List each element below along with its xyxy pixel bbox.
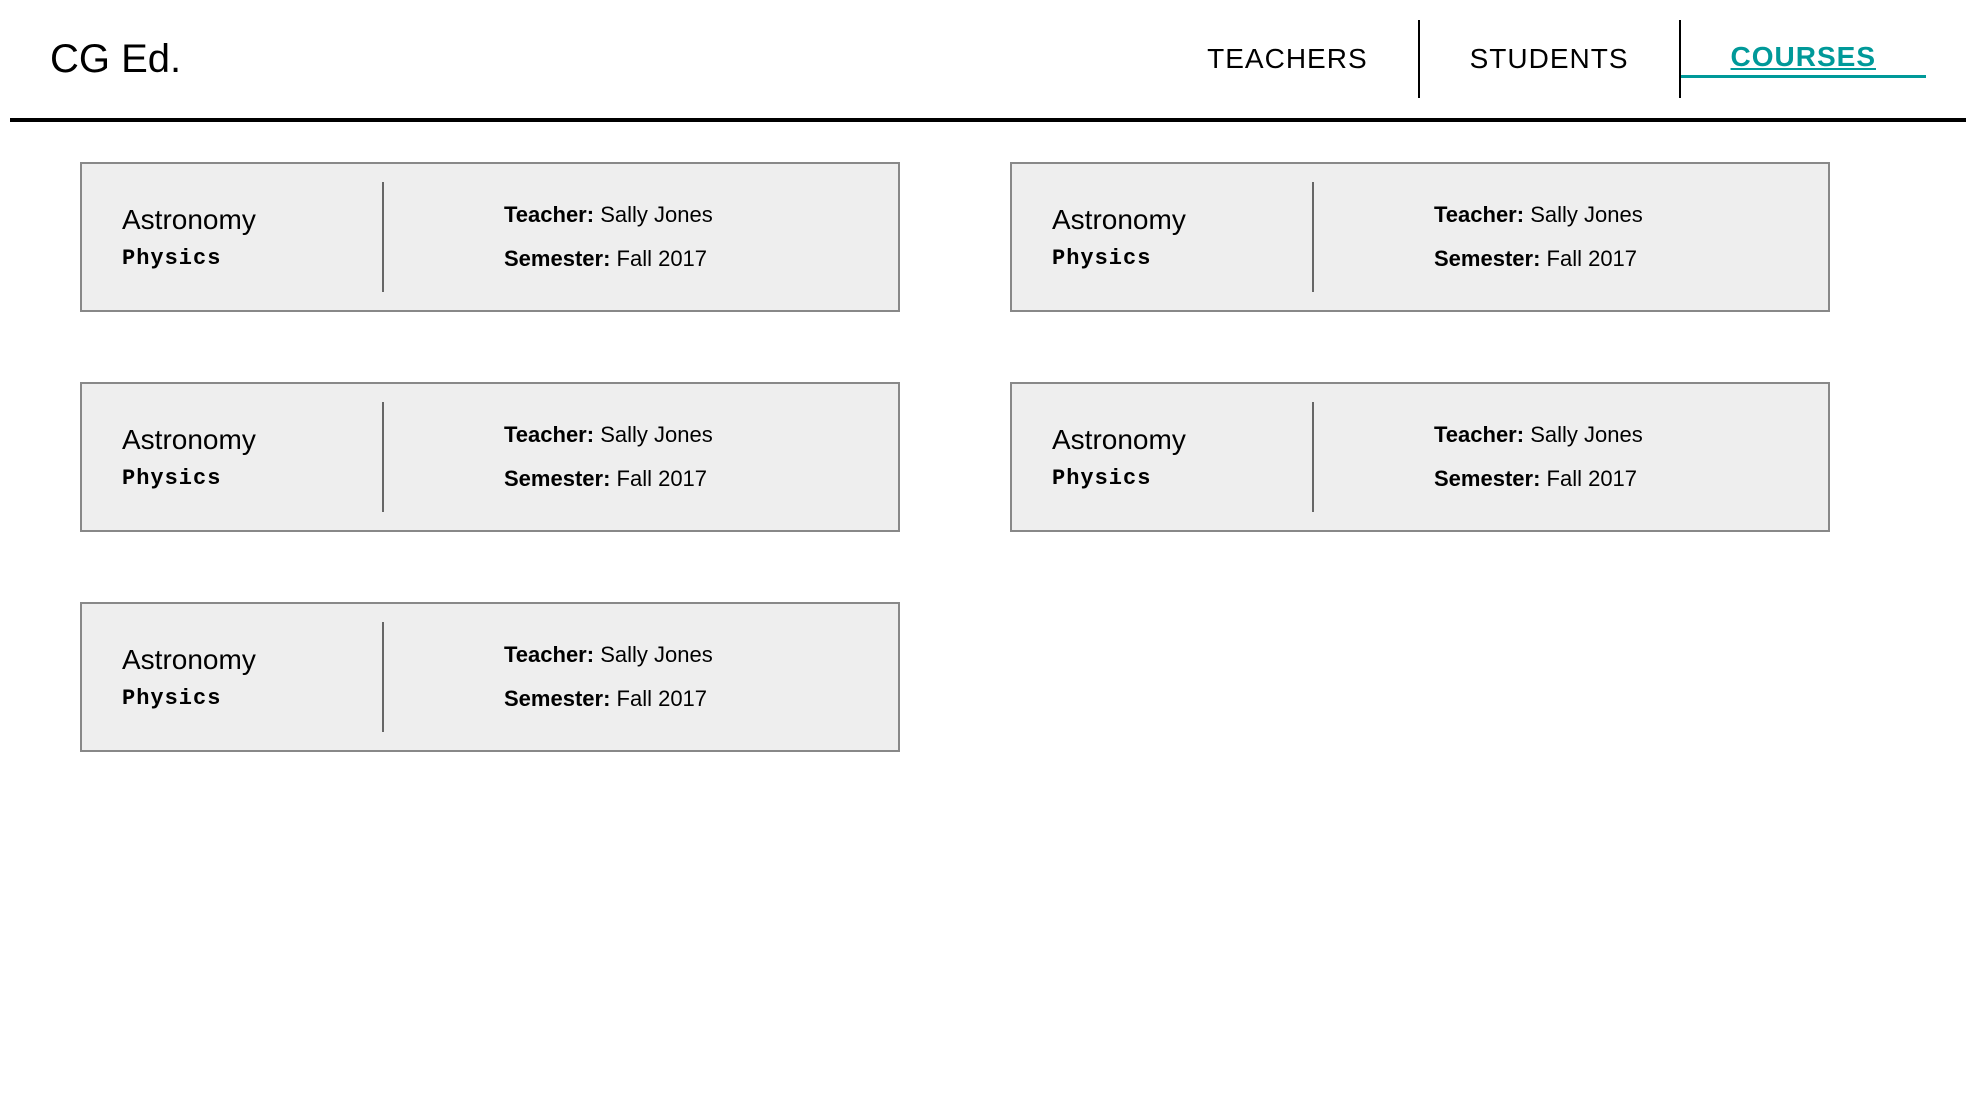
semester-label: Semester:	[1434, 466, 1540, 491]
course-card-left: Astronomy Physics	[1052, 424, 1312, 491]
course-card-right: Teacher: Sally Jones Semester: Fall 2017	[504, 422, 858, 492]
course-subject: Physics	[122, 686, 362, 711]
semester-row: Semester: Fall 2017	[504, 466, 858, 492]
teacher-row: Teacher: Sally Jones	[504, 642, 858, 668]
course-card[interactable]: Astronomy Physics Teacher: Sally Jones S…	[1010, 162, 1830, 312]
nav: TEACHERS STUDENTS COURSES	[1157, 20, 1926, 98]
teacher-row: Teacher: Sally Jones	[1434, 422, 1788, 448]
semester-row: Semester: Fall 2017	[1434, 466, 1788, 492]
teacher-label: Teacher:	[504, 202, 594, 227]
teacher-value: Sally Jones	[600, 642, 713, 667]
course-card[interactable]: Astronomy Physics Teacher: Sally Jones S…	[80, 382, 900, 532]
course-card-left: Astronomy Physics	[122, 644, 382, 711]
card-divider	[382, 622, 384, 732]
course-title: Astronomy	[1052, 424, 1292, 456]
semester-value: Fall 2017	[1547, 466, 1638, 491]
nav-students[interactable]: STUDENTS	[1420, 43, 1679, 75]
course-card-right: Teacher: Sally Jones Semester: Fall 2017	[504, 642, 858, 712]
course-card-right: Teacher: Sally Jones Semester: Fall 2017	[1434, 422, 1788, 492]
course-subject: Physics	[122, 246, 362, 271]
semester-label: Semester:	[504, 686, 610, 711]
card-divider	[382, 182, 384, 292]
semester-value: Fall 2017	[617, 466, 708, 491]
logo: CG Ed.	[50, 37, 181, 82]
course-card[interactable]: Astronomy Physics Teacher: Sally Jones S…	[80, 162, 900, 312]
semester-label: Semester:	[504, 246, 610, 271]
course-subject: Physics	[122, 466, 362, 491]
teacher-label: Teacher:	[504, 422, 594, 447]
semester-label: Semester:	[504, 466, 610, 491]
course-subject: Physics	[1052, 246, 1292, 271]
teacher-value: Sally Jones	[600, 202, 713, 227]
courses-grid: Astronomy Physics Teacher: Sally Jones S…	[0, 122, 1976, 792]
teacher-label: Teacher:	[1434, 202, 1524, 227]
semester-row: Semester: Fall 2017	[504, 686, 858, 712]
course-card-left: Astronomy Physics	[122, 204, 382, 271]
semester-row: Semester: Fall 2017	[1434, 246, 1788, 272]
teacher-row: Teacher: Sally Jones	[504, 422, 858, 448]
semester-row: Semester: Fall 2017	[504, 246, 858, 272]
card-divider	[1312, 402, 1314, 512]
nav-teachers[interactable]: TEACHERS	[1157, 43, 1417, 75]
semester-value: Fall 2017	[1547, 246, 1638, 271]
teacher-row: Teacher: Sally Jones	[504, 202, 858, 228]
semester-value: Fall 2017	[617, 246, 708, 271]
teacher-row: Teacher: Sally Jones	[1434, 202, 1788, 228]
course-title: Astronomy	[122, 424, 362, 456]
header: CG Ed. TEACHERS STUDENTS COURSES	[10, 0, 1966, 122]
teacher-label: Teacher:	[504, 642, 594, 667]
teacher-value: Sally Jones	[600, 422, 713, 447]
course-title: Astronomy	[122, 204, 362, 236]
semester-label: Semester:	[1434, 246, 1540, 271]
teacher-value: Sally Jones	[1530, 422, 1643, 447]
course-subject: Physics	[1052, 466, 1292, 491]
teacher-label: Teacher:	[1434, 422, 1524, 447]
nav-courses[interactable]: COURSES	[1681, 41, 1926, 78]
course-card[interactable]: Astronomy Physics Teacher: Sally Jones S…	[1010, 382, 1830, 532]
course-card-left: Astronomy Physics	[122, 424, 382, 491]
course-title: Astronomy	[1052, 204, 1292, 236]
course-card-right: Teacher: Sally Jones Semester: Fall 2017	[1434, 202, 1788, 272]
semester-value: Fall 2017	[617, 686, 708, 711]
course-card-left: Astronomy Physics	[1052, 204, 1312, 271]
card-divider	[1312, 182, 1314, 292]
teacher-value: Sally Jones	[1530, 202, 1643, 227]
course-card[interactable]: Astronomy Physics Teacher: Sally Jones S…	[80, 602, 900, 752]
course-card-right: Teacher: Sally Jones Semester: Fall 2017	[504, 202, 858, 272]
card-divider	[382, 402, 384, 512]
course-title: Astronomy	[122, 644, 362, 676]
